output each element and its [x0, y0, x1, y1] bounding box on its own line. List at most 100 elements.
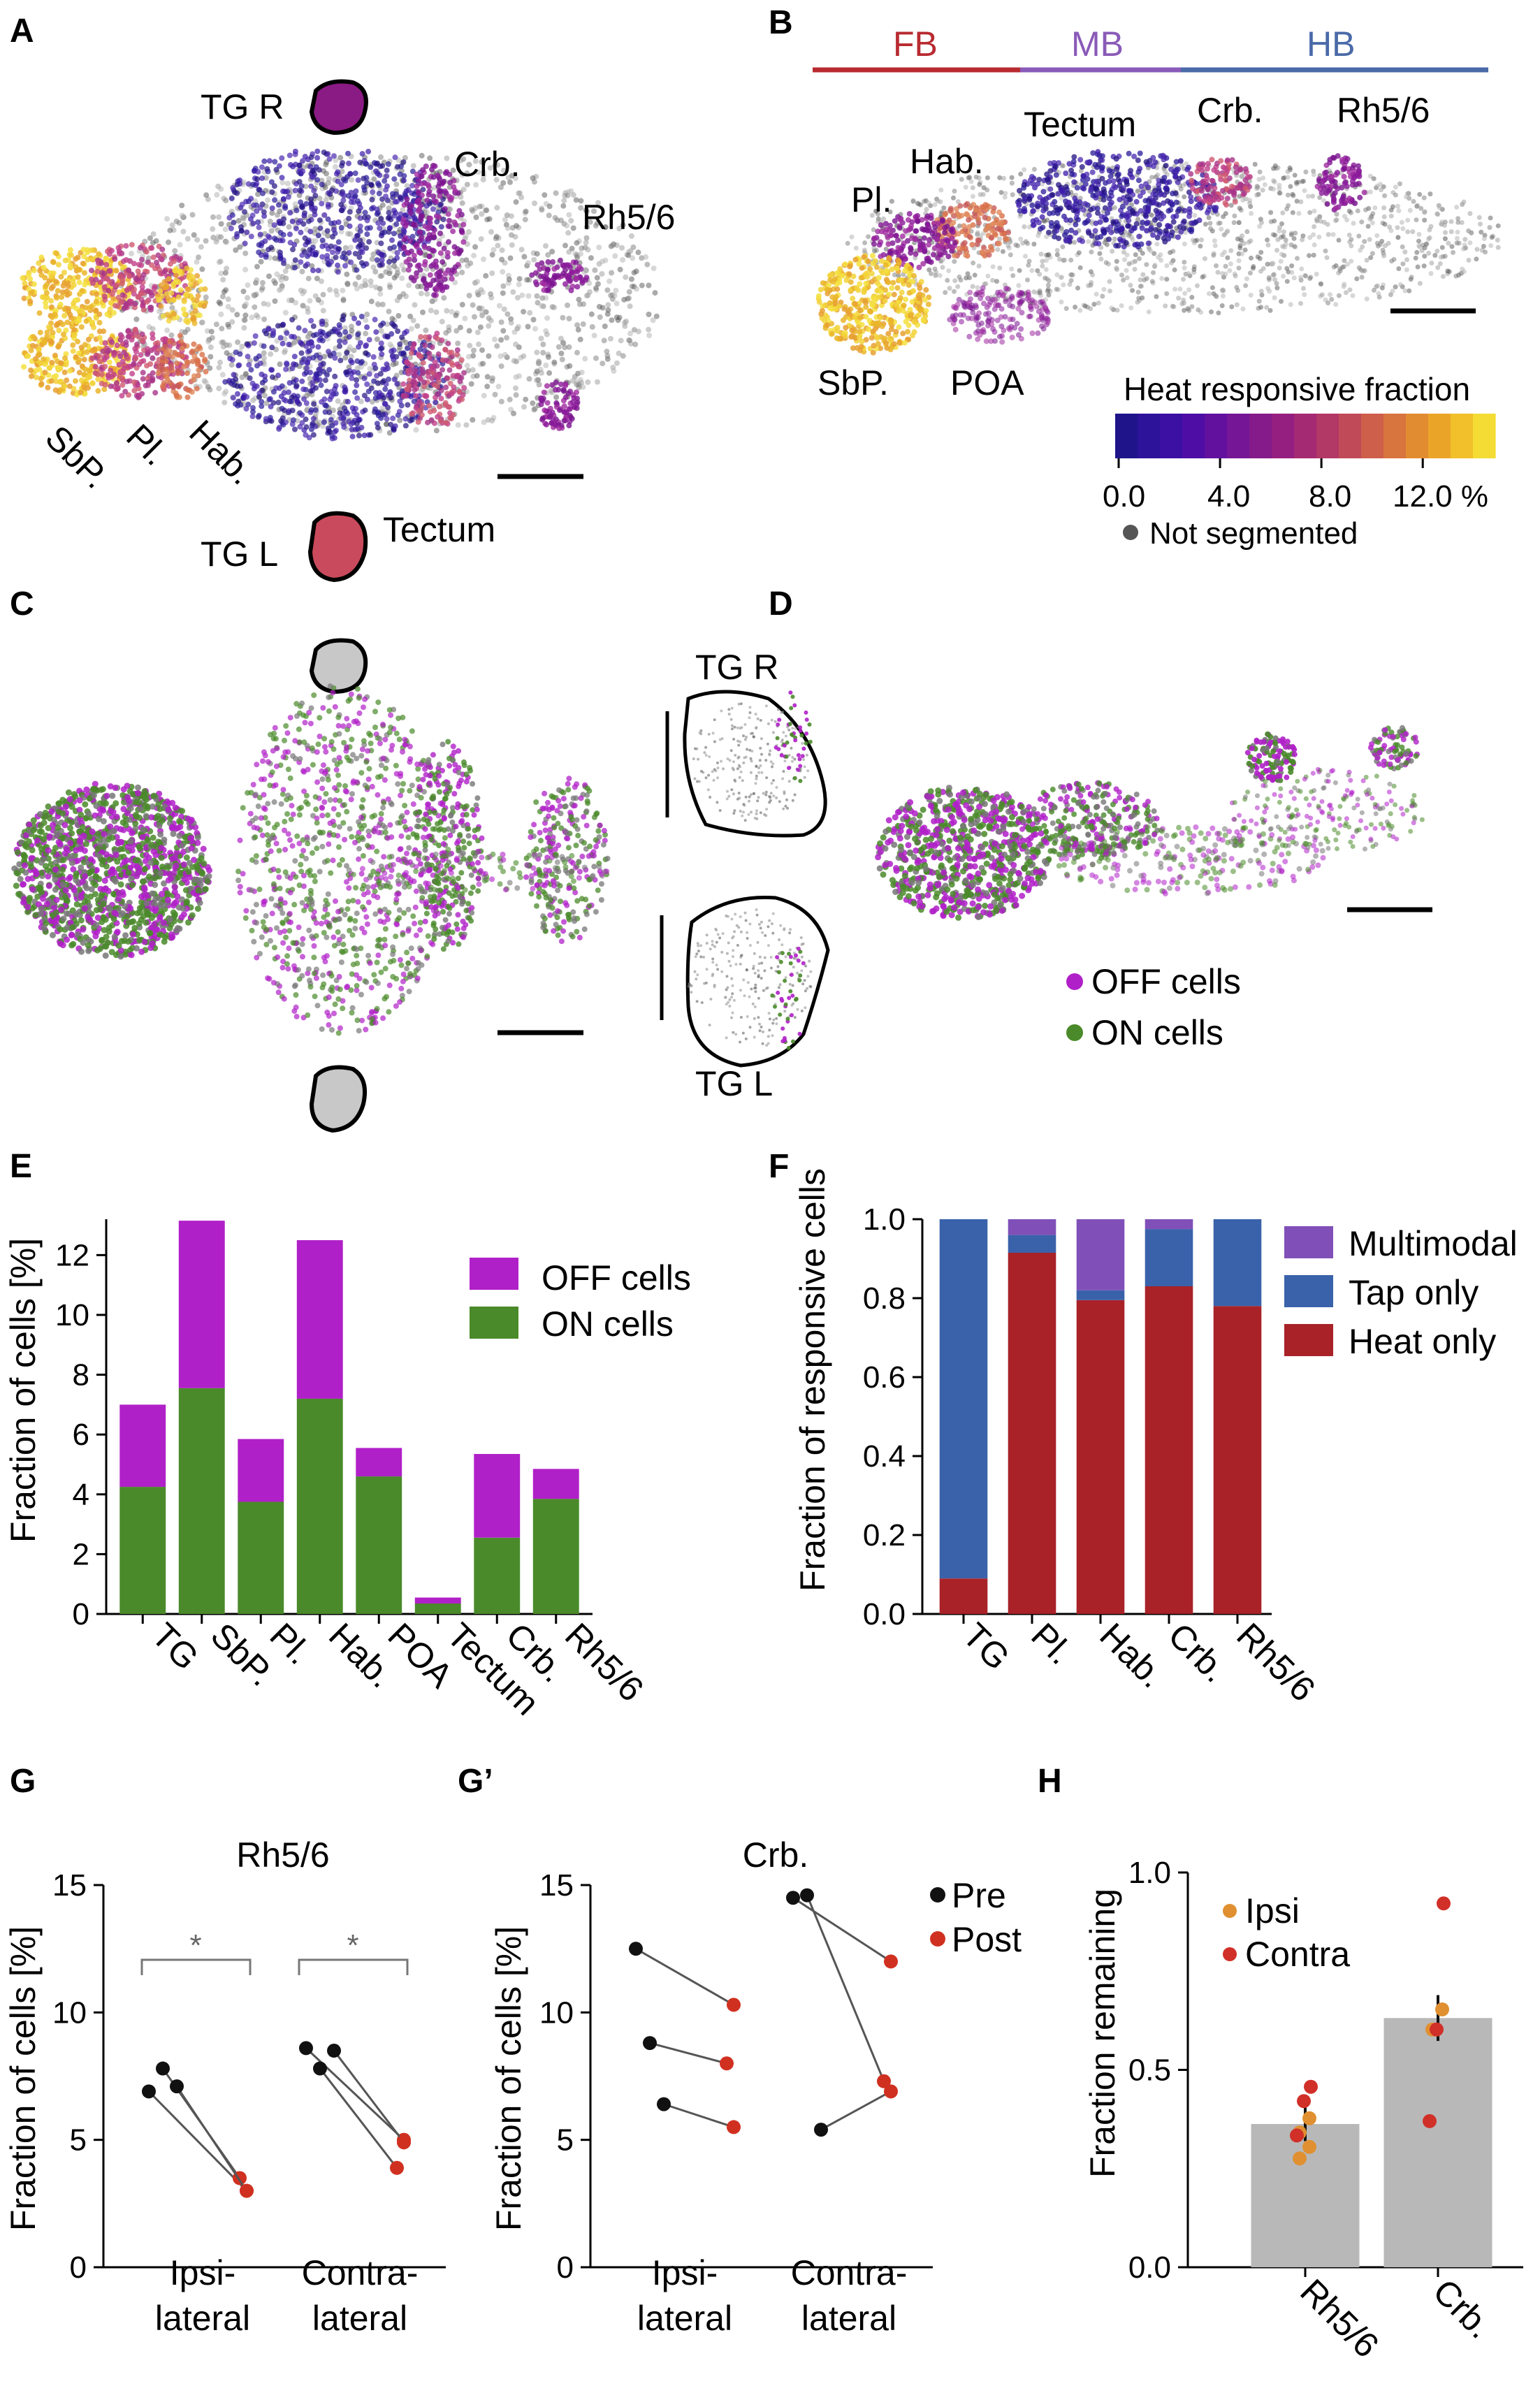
scatter-point-tectum	[372, 317, 378, 323]
scatter-point-grey	[455, 422, 461, 428]
scatter-point-grey	[595, 200, 601, 206]
scatter-point-grey	[464, 363, 470, 369]
scatter-point-grey	[222, 226, 228, 233]
scatter-point-tectum	[391, 231, 397, 237]
scatter-point-grey	[1393, 184, 1398, 190]
scatter-point-tectum	[354, 421, 360, 427]
scatter-point-tectum	[337, 410, 343, 416]
scatter-point-tectum	[249, 413, 256, 419]
scatter-point-grey	[513, 199, 519, 205]
scatter-point-pl	[103, 275, 110, 282]
scatter-point-grey	[501, 306, 507, 312]
scatter-point-grey	[1086, 239, 1091, 245]
scatter-point-grey	[502, 351, 508, 358]
scatter-point-tectum	[324, 253, 330, 259]
scatter-point-grey	[566, 316, 572, 321]
scatter-point-grey	[203, 238, 209, 244]
scatter-point-grey	[242, 371, 249, 377]
scatter-point-grey	[632, 341, 639, 347]
scatter-point-grey	[964, 275, 969, 281]
scatter-point-crb	[440, 287, 446, 293]
scatter-point-crb	[437, 273, 443, 279]
scatter-point-grey	[479, 211, 485, 217]
scatter-point-grey	[1231, 220, 1237, 226]
scatter-point-sbp	[96, 328, 103, 335]
scatter-point-grey	[590, 208, 597, 214]
scatter-point-grey	[567, 363, 573, 369]
scatter-point-tectum	[370, 189, 376, 195]
scatter-point-grey	[391, 275, 398, 281]
scatter-point-grey	[150, 231, 157, 237]
scatter-point-grey	[292, 201, 298, 208]
scatter-point-tectum	[355, 331, 361, 337]
scatter-point-sbp	[83, 318, 89, 324]
scatter-point-grey	[1163, 303, 1168, 309]
scatter-point-grey	[265, 301, 271, 307]
scatter-point-tectum	[237, 177, 242, 183]
scatter-point-grey	[407, 313, 414, 319]
scatter-point-hab	[196, 367, 202, 373]
scatter-point-grey	[255, 191, 261, 197]
scatter-point-grey	[307, 375, 313, 381]
scatter-point-tectum	[336, 246, 342, 252]
scatter-point-pl	[96, 353, 103, 359]
scatter-point-grey	[583, 240, 589, 246]
scatter-point-pl	[106, 347, 112, 354]
scatter-point-grey	[474, 372, 480, 379]
scatter-point-pl	[152, 390, 159, 396]
scatter-point-tectum	[243, 198, 249, 205]
scatter-point-tectum	[349, 433, 356, 439]
scatter-point-sbp	[75, 274, 81, 280]
scatter-point-grey	[1140, 295, 1145, 300]
scatter-point-grey	[977, 182, 982, 187]
scatter-point-crb	[423, 334, 429, 340]
scatter-point-grey	[604, 349, 610, 355]
scatter-point-grey	[208, 344, 214, 350]
scatter-point-grey	[1001, 175, 1006, 181]
scatter-point-hab	[170, 283, 177, 289]
scatter-point-tectum	[364, 381, 370, 387]
scatter-point-grey	[472, 244, 479, 250]
scatter-point-tectum	[232, 189, 238, 196]
scatter-point-grey	[584, 224, 590, 230]
scatter-point-tectum	[338, 182, 344, 188]
scatter-point-crb	[450, 372, 456, 379]
scatter-point-grey	[371, 176, 377, 182]
scatter-point-grey	[268, 351, 274, 357]
scatter-point-crb	[441, 245, 447, 252]
scatter-point-grey	[1342, 214, 1347, 219]
scatter-point-grey	[444, 307, 450, 314]
scatter-point-hab	[166, 276, 172, 282]
scatter-point-grey	[1072, 240, 1077, 245]
scatter-point-grey	[1402, 249, 1408, 255]
scatter-point-grey	[242, 312, 249, 319]
scatter-point-grey	[408, 326, 414, 332]
scatter-point-grey	[1155, 173, 1161, 177]
scatter-point-crb	[420, 277, 426, 283]
scatter-point-tectum	[311, 401, 317, 407]
scatter-point-grey	[553, 190, 559, 196]
scatter-point-grey	[403, 340, 409, 346]
scatter-point-crb	[412, 222, 419, 228]
scatter-point-tectum	[335, 219, 342, 225]
scatter-point-grey	[602, 224, 609, 230]
scatter-point-tectum	[398, 195, 404, 201]
scatter-point-grey	[510, 289, 516, 295]
scatter-point-tectum	[282, 189, 288, 195]
scatter-point-pl	[107, 268, 113, 274]
scatter-point-sbp	[48, 298, 55, 304]
scatter-point-sbp	[68, 252, 74, 259]
scatter-point-grey	[240, 214, 246, 220]
scatter-point-tectum	[438, 224, 444, 230]
scatter-point-crb	[435, 384, 441, 390]
scatter-point-rh56	[539, 415, 546, 421]
scatter-point-grey	[1212, 243, 1218, 249]
scatter-point-grey	[479, 347, 485, 354]
scatter-point-grey	[1476, 214, 1482, 220]
scatter-point-grey	[452, 279, 458, 286]
scatter-point-grey	[1442, 236, 1448, 242]
scatter-point-grey	[1254, 186, 1260, 191]
scatter-point-grey	[1242, 247, 1248, 253]
scatter-point-grey	[1206, 291, 1212, 296]
scatter-point-grey	[214, 191, 220, 198]
